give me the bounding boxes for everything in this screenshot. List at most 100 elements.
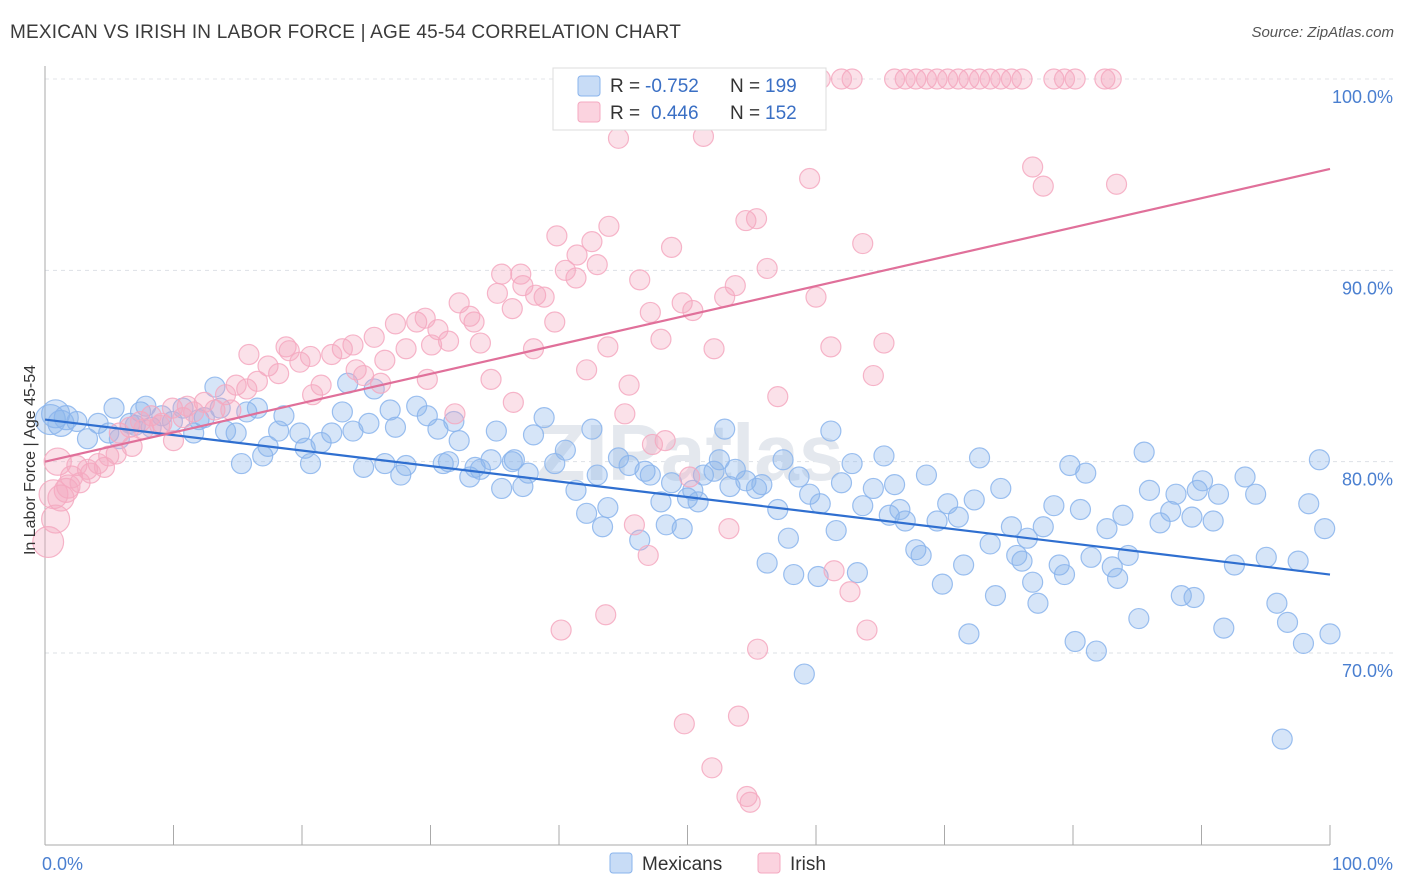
data-point bbox=[345, 359, 367, 381]
data-point bbox=[278, 340, 300, 362]
data-point bbox=[1138, 479, 1161, 501]
data-point bbox=[745, 208, 768, 230]
data-point bbox=[41, 504, 71, 534]
data-point bbox=[1308, 449, 1330, 471]
data-point bbox=[133, 418, 155, 440]
data-point bbox=[1314, 518, 1336, 540]
data-point bbox=[947, 506, 969, 528]
data-point bbox=[172, 407, 194, 429]
data-point bbox=[852, 232, 874, 255]
data-point bbox=[682, 479, 704, 501]
top-legend: R = -0.752 N = 199 R = 0.446 N = 152 bbox=[552, 67, 827, 131]
data-point bbox=[1080, 546, 1102, 568]
data-point bbox=[736, 785, 758, 808]
data-point bbox=[395, 338, 417, 360]
data-point bbox=[718, 518, 740, 540]
data-point bbox=[607, 447, 630, 469]
data-point bbox=[841, 68, 863, 90]
data-point bbox=[384, 416, 407, 438]
data-point bbox=[883, 474, 906, 496]
data-point bbox=[225, 422, 247, 444]
data-point bbox=[671, 518, 693, 540]
y-tick-label: 90.0% bbox=[1342, 278, 1393, 298]
data-point bbox=[1276, 611, 1299, 633]
data-point bbox=[480, 449, 502, 471]
data-point bbox=[268, 363, 290, 385]
x-tick-label: 0.0% bbox=[42, 854, 83, 874]
data-point bbox=[701, 757, 723, 779]
data-point bbox=[746, 638, 769, 660]
data-point bbox=[363, 326, 385, 348]
data-point bbox=[544, 311, 566, 333]
data-point bbox=[873, 445, 895, 467]
data-point bbox=[384, 313, 407, 335]
data-point bbox=[1053, 563, 1076, 586]
data-point bbox=[252, 445, 274, 467]
data-point bbox=[1011, 550, 1033, 572]
data-point bbox=[566, 244, 588, 266]
data-point bbox=[193, 391, 215, 413]
data-point bbox=[38, 479, 69, 510]
data-point bbox=[463, 311, 485, 333]
legend-n-label-mexicans: N = bbox=[730, 76, 760, 97]
data-point bbox=[1202, 510, 1224, 532]
data-point bbox=[1027, 592, 1049, 614]
data-point bbox=[894, 68, 916, 90]
data-point bbox=[432, 452, 454, 475]
data-point bbox=[204, 376, 226, 398]
data-point bbox=[554, 439, 576, 461]
data-point bbox=[905, 68, 927, 90]
data-point bbox=[846, 562, 869, 584]
data-point bbox=[586, 253, 608, 276]
data-point bbox=[990, 477, 1012, 500]
data-point bbox=[1011, 68, 1033, 90]
data-point bbox=[1223, 554, 1246, 576]
data-point bbox=[448, 430, 470, 452]
data-point bbox=[926, 68, 948, 90]
data-point bbox=[1319, 623, 1341, 645]
data-point bbox=[1149, 512, 1171, 534]
legend-n-label-irish: N = bbox=[730, 103, 760, 124]
data-point bbox=[257, 355, 279, 377]
data-point bbox=[772, 449, 794, 471]
data-point bbox=[641, 433, 664, 456]
data-point bbox=[660, 472, 683, 494]
legend-r-label-irish: R = bbox=[610, 103, 640, 124]
data-point bbox=[546, 225, 568, 247]
data-point bbox=[374, 349, 396, 371]
data-point bbox=[598, 215, 620, 237]
data-point bbox=[931, 573, 953, 595]
chart-source: Source: ZipAtlas.com bbox=[1251, 24, 1394, 41]
y-tick-label: 80.0% bbox=[1342, 470, 1393, 490]
data-point bbox=[53, 477, 79, 503]
data-point bbox=[230, 452, 253, 475]
legend-swatch-irish bbox=[577, 101, 601, 123]
data-point bbox=[1266, 592, 1288, 614]
data-point bbox=[739, 791, 761, 813]
data-point bbox=[820, 336, 842, 358]
data-point bbox=[119, 416, 141, 438]
data-point bbox=[533, 407, 555, 429]
data-point bbox=[105, 443, 127, 465]
data-point bbox=[830, 472, 853, 494]
data-point bbox=[352, 456, 375, 479]
data-point bbox=[687, 491, 709, 513]
data-point bbox=[807, 565, 829, 588]
data-point bbox=[963, 489, 985, 511]
trend-lines bbox=[44, 167, 1331, 576]
data-point bbox=[1128, 607, 1150, 630]
data-point bbox=[321, 422, 343, 444]
data-point bbox=[614, 403, 636, 425]
data-point bbox=[1234, 466, 1256, 488]
data-point bbox=[595, 604, 617, 626]
data-point bbox=[321, 343, 343, 366]
data-point bbox=[958, 623, 980, 645]
data-point bbox=[1107, 567, 1129, 589]
data-point bbox=[1292, 632, 1315, 655]
data-point bbox=[501, 298, 523, 320]
data-point bbox=[550, 619, 572, 641]
data-point bbox=[1085, 640, 1107, 662]
data-point bbox=[915, 464, 938, 486]
data-point bbox=[390, 464, 412, 486]
legend-n-value-irish: 152 bbox=[765, 103, 797, 124]
